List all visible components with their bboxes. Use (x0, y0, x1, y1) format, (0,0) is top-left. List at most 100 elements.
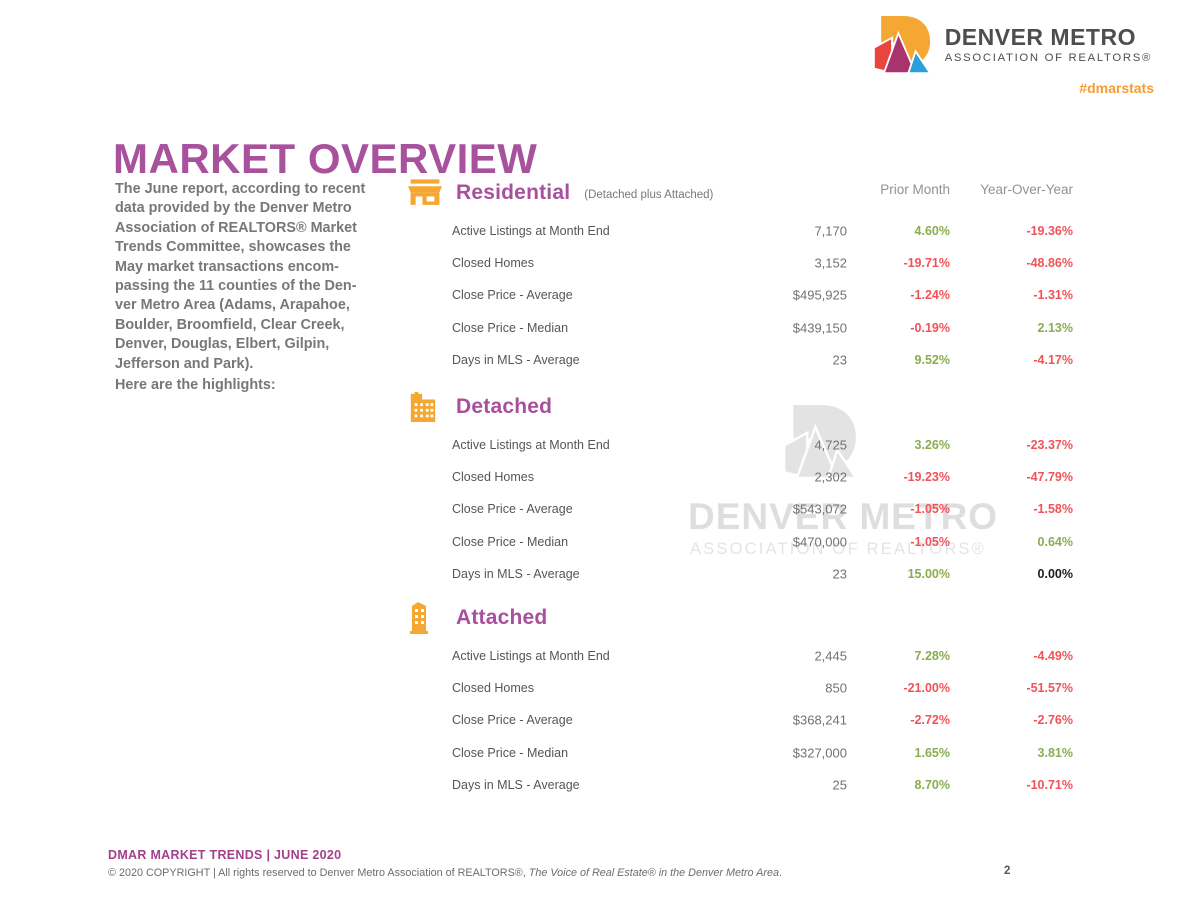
row-year-over-year: 0.00% (1037, 566, 1073, 581)
row-value: $470,000 (792, 534, 847, 550)
section-subtitle: (Detached plus Attached) (584, 189, 714, 201)
column-header-year-over-year: Year-Over-Year (980, 182, 1073, 197)
row-label: Close Price - Average (452, 288, 573, 303)
section-detached: Detached Active Listings at Month End 4,… (408, 392, 1073, 592)
row-value: 2,302 (814, 469, 847, 485)
row-year-over-year: -1.31% (1033, 288, 1073, 303)
page-title: MARKET OVERVIEW (113, 135, 538, 183)
row-year-over-year: 3.81% (1037, 745, 1073, 760)
row-year-over-year: 0.64% (1037, 534, 1073, 549)
dmar-logo-icon (872, 16, 931, 75)
row-label: Days in MLS - Average (452, 352, 580, 367)
row-prior-month: -21.00% (903, 681, 950, 696)
section-detached-header: Detached (408, 392, 1073, 422)
detached-rows: Active Listings at Month End 4,725 3.26%… (408, 429, 1073, 590)
row-prior-month: 4.60% (914, 224, 950, 239)
row-year-over-year: -4.49% (1033, 649, 1073, 664)
table-row: Active Listings at Month End 2,445 7.28%… (408, 640, 1073, 672)
table-row: Close Price - Average $368,241 -2.72% -2… (408, 704, 1073, 736)
row-year-over-year: -48.86% (1026, 256, 1073, 271)
tower-building-icon (408, 602, 444, 634)
copyright-tagline: The Voice of Real Estate® in the Denver … (528, 867, 779, 879)
page-number: 2 (1004, 865, 1011, 877)
highlights-label: Here are the highlights: (115, 377, 276, 393)
row-prior-month: 8.70% (914, 777, 950, 792)
row-value: $543,072 (792, 501, 847, 517)
row-value: 4,725 (814, 437, 847, 453)
row-prior-month: -2.72% (910, 713, 950, 728)
section-residential-header: Residential (Detached plus Attached) Pri… (408, 178, 1073, 208)
row-value: 3,152 (814, 255, 847, 271)
storefront-icon (408, 179, 444, 207)
footer-copyright: © 2020 COPYRIGHT | All rights reserved t… (108, 867, 782, 879)
row-year-over-year: -51.57% (1026, 681, 1073, 696)
row-year-over-year: -2.76% (1033, 713, 1073, 728)
row-label: Active Listings at Month End (452, 224, 610, 239)
table-row: Close Price - Median $470,000 -1.05% 0.6… (408, 526, 1073, 558)
row-label: Close Price - Median (452, 534, 569, 549)
logo-subtitle: ASSOCIATION OF REALTORS® (944, 51, 1152, 64)
logo-title: DENVER METRO (944, 23, 1136, 50)
dmar-logo: DENVER METRO ASSOCIATION OF REALTORS® (872, 14, 1152, 76)
row-prior-month: 7.28% (914, 649, 950, 664)
row-label: Closed Homes (452, 681, 534, 696)
copyright-period: . (778, 867, 782, 879)
row-value: 850 (825, 680, 847, 696)
section-title: Detached (456, 395, 553, 418)
row-year-over-year: -23.37% (1026, 438, 1073, 453)
row-prior-month: 1.65% (914, 745, 950, 760)
row-year-over-year: -4.17% (1033, 352, 1073, 367)
row-label: Close Price - Median (452, 320, 569, 335)
table-row: Days in MLS - Average 23 9.52% -4.17% (408, 344, 1073, 376)
table-row: Close Price - Average $495,925 -1.24% -1… (408, 279, 1073, 311)
table-row: Closed Homes 850 -21.00% -51.57% (408, 672, 1073, 704)
footer-report-title: DMAR MARKET TRENDS | JUNE 2020 (108, 848, 342, 862)
row-label: Close Price - Median (452, 745, 569, 760)
table-row: Closed Homes 2,302 -19.23% -47.79% (408, 461, 1073, 493)
table-row: Closed Homes 3,152 -19.71% -48.86% (408, 247, 1073, 279)
row-year-over-year: -10.71% (1026, 777, 1073, 792)
row-prior-month: 9.52% (914, 352, 950, 367)
row-value: 23 (832, 352, 847, 368)
row-label: Closed Homes (452, 470, 534, 485)
table-row: Close Price - Median $327,000 1.65% 3.81… (408, 737, 1073, 769)
column-header-prior-month: Prior Month (880, 182, 950, 197)
row-value: 2,445 (814, 648, 847, 664)
table-row: Days in MLS - Average 25 8.70% -10.71% (408, 769, 1073, 801)
row-label: Days in MLS - Average (452, 777, 580, 792)
row-value: $368,241 (792, 712, 847, 728)
row-prior-month: 15.00% (907, 566, 950, 581)
section-attached: Attached Active Listings at Month End 2,… (408, 602, 1073, 803)
row-year-over-year: -47.79% (1026, 470, 1073, 485)
row-value: 25 (832, 777, 847, 793)
row-year-over-year: 2.13% (1037, 320, 1073, 335)
copyright-text: © 2020 COPYRIGHT | All rights reserved t… (108, 867, 529, 879)
row-label: Closed Homes (452, 256, 534, 271)
row-prior-month: -1.05% (910, 502, 950, 517)
table-row: Close Price - Average $543,072 -1.05% -1… (408, 493, 1073, 525)
dmar-logo-text: DENVER METRO ASSOCIATION OF REALTORS® (944, 23, 1152, 64)
section-residential: Residential (Detached plus Attached) Pri… (408, 178, 1073, 378)
row-value: $439,150 (792, 320, 847, 336)
intro-paragraph: The June report, according to recent dat… (115, 181, 366, 372)
section-title: Residential (456, 181, 571, 204)
table-row: Days in MLS - Average 23 15.00% 0.00% (408, 558, 1073, 590)
row-label: Days in MLS - Average (452, 566, 580, 581)
row-label: Active Listings at Month End (452, 438, 610, 453)
row-value: 7,170 (814, 223, 847, 239)
row-prior-month: -1.24% (910, 288, 950, 303)
residential-rows: Active Listings at Month End 7,170 4.60%… (408, 215, 1073, 376)
row-value: 23 (832, 566, 847, 582)
building-icon (408, 392, 444, 422)
table-row: Active Listings at Month End 7,170 4.60%… (408, 215, 1073, 247)
table-row: Active Listings at Month End 4,725 3.26%… (408, 429, 1073, 461)
row-prior-month: 3.26% (914, 438, 950, 453)
row-prior-month: -19.71% (903, 256, 950, 271)
row-value: $495,925 (792, 287, 847, 303)
row-prior-month: -19.23% (903, 470, 950, 485)
row-label: Close Price - Average (452, 713, 573, 728)
row-label: Active Listings at Month End (452, 649, 610, 664)
attached-rows: Active Listings at Month End 2,445 7.28%… (408, 640, 1073, 801)
row-value: $327,000 (792, 745, 847, 761)
table-row: Close Price - Median $439,150 -0.19% 2.1… (408, 312, 1073, 344)
